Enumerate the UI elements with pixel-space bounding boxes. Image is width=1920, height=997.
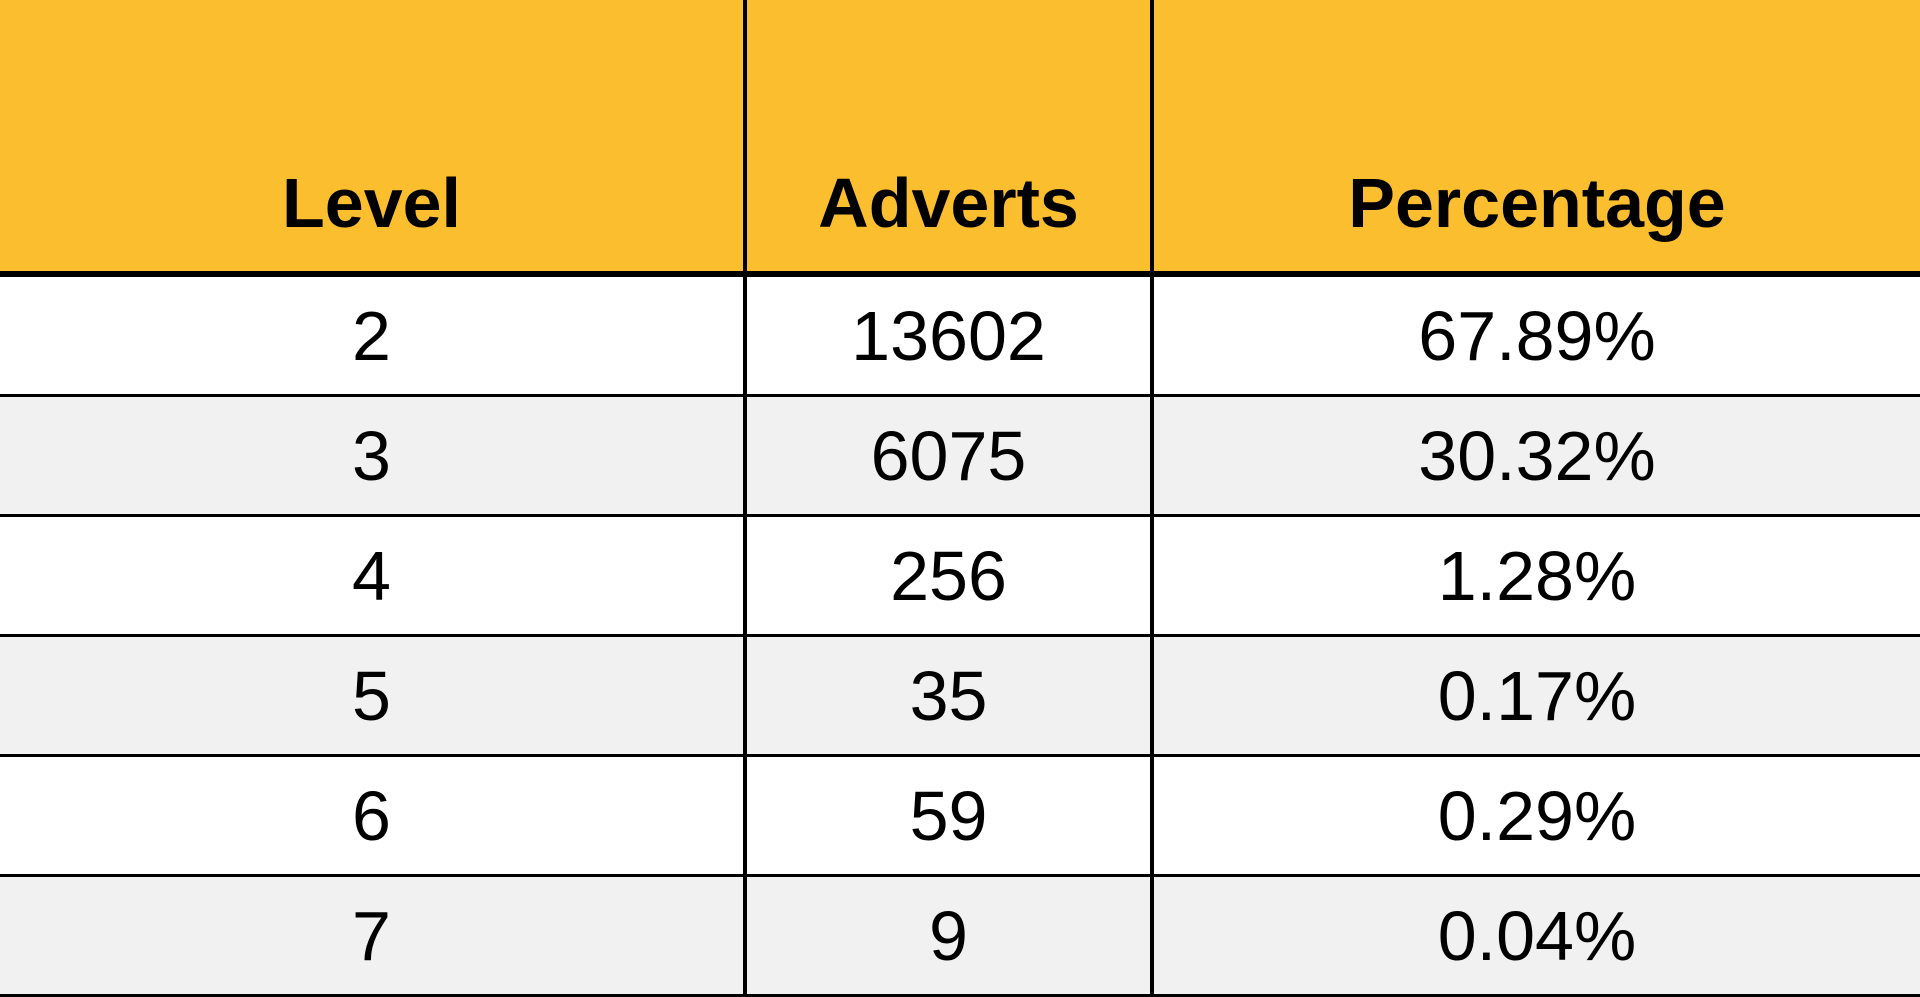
cell-adverts: 35 (743, 635, 1152, 757)
table-row: 4 256 1.28% (0, 515, 1920, 637)
header-adverts: Adverts (743, 0, 1152, 277)
cell-adverts: 6075 (743, 395, 1152, 517)
cell-level: 7 (0, 875, 745, 997)
table-row: 6 59 0.29% (0, 755, 1920, 877)
cell-level: 2 (0, 274, 745, 397)
cell-adverts: 59 (743, 755, 1152, 877)
cell-percentage: 0.29% (1150, 755, 1920, 877)
cell-percentage: 0.17% (1150, 635, 1920, 757)
cell-level: 6 (0, 755, 745, 877)
header-percentage: Percentage (1150, 0, 1920, 277)
cell-percentage: 0.04% (1150, 875, 1920, 997)
cell-percentage: 30.32% (1150, 395, 1920, 517)
cell-adverts: 13602 (743, 274, 1152, 397)
table-row: 5 35 0.17% (0, 635, 1920, 757)
cell-level: 3 (0, 395, 745, 517)
table-row: 2 13602 67.89% (0, 274, 1920, 397)
cell-percentage: 67.89% (1150, 274, 1920, 397)
header-row: Level Adverts Percentage (0, 0, 1920, 277)
cell-percentage: 1.28% (1150, 515, 1920, 637)
table-row: 3 6075 30.32% (0, 395, 1920, 517)
cell-level: 5 (0, 635, 745, 757)
cell-level: 4 (0, 515, 745, 637)
cell-adverts: 256 (743, 515, 1152, 637)
header-level: Level (0, 0, 745, 277)
